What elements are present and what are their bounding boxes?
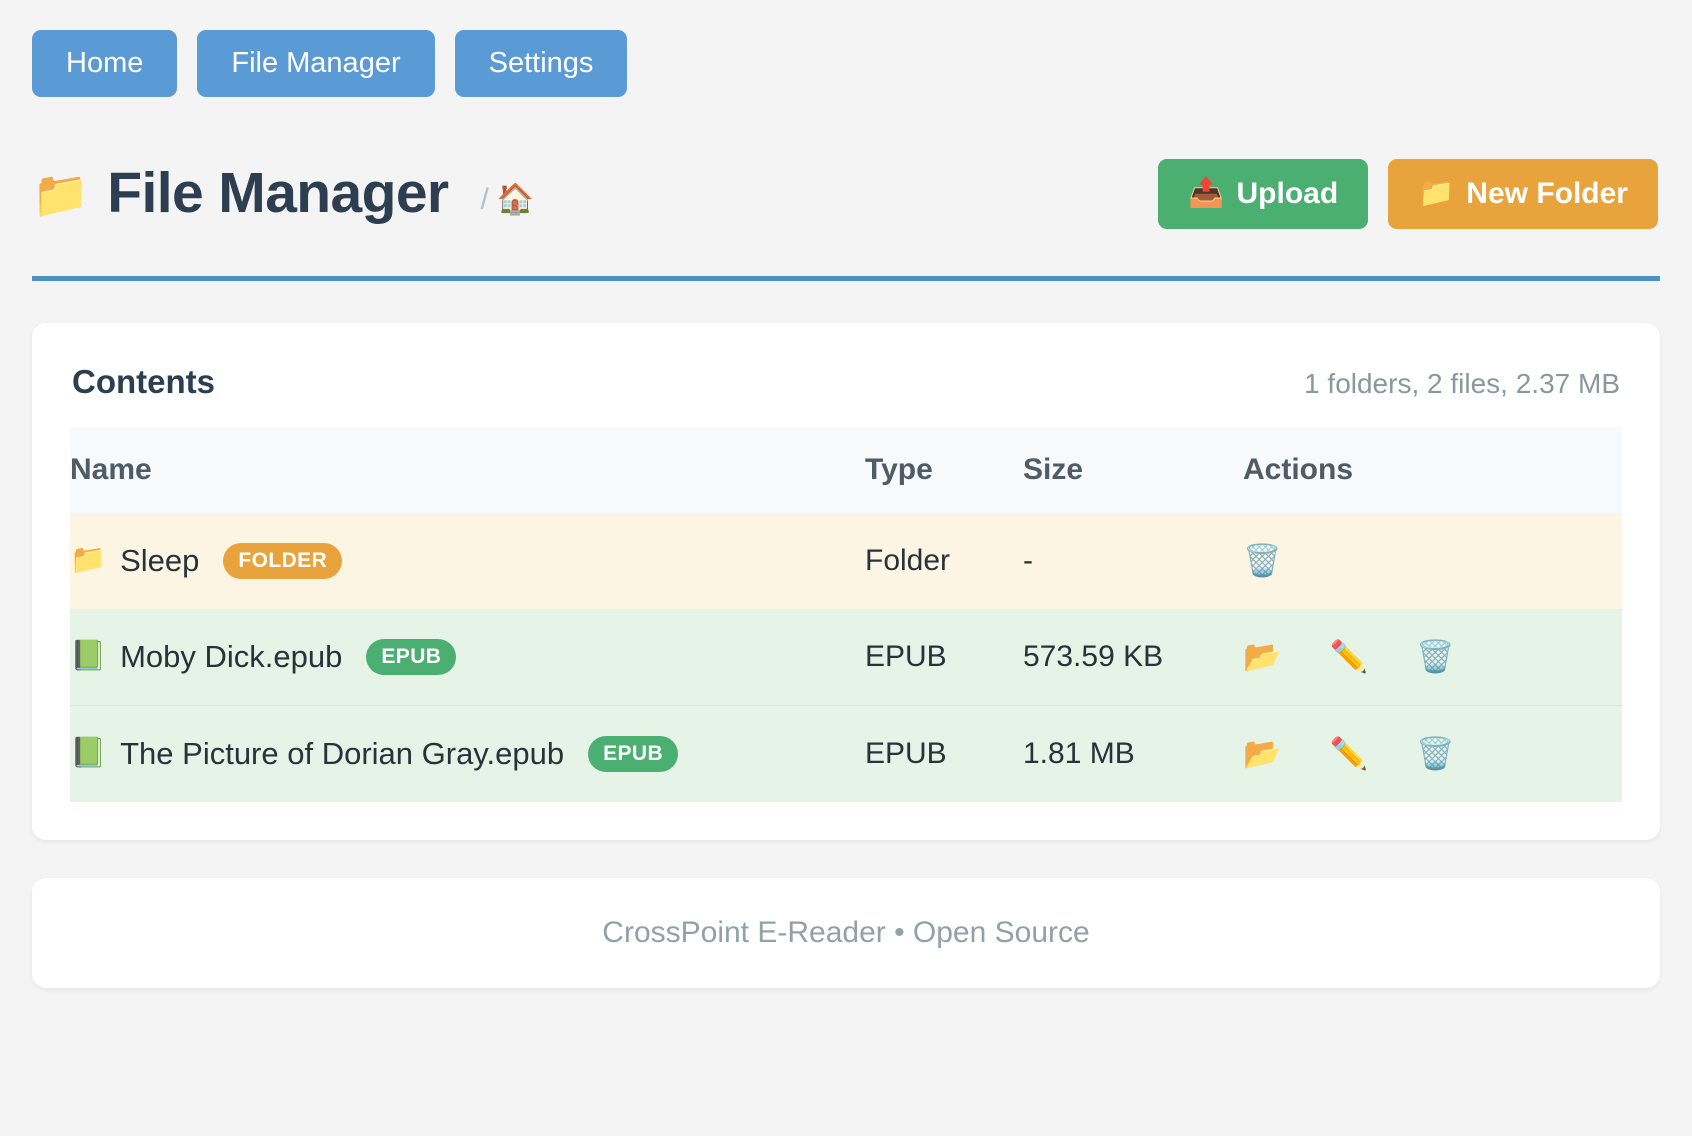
- upload-button[interactable]: 📤 Upload: [1158, 159, 1369, 229]
- header-actions: 📤 Upload 📁 New Folder: [1158, 159, 1658, 229]
- row-size-cell: 573.59 KB: [1023, 639, 1164, 673]
- nav-item-file-manager[interactable]: File Manager: [197, 30, 435, 97]
- home-icon[interactable]: 🏠: [496, 182, 535, 216]
- rename-icon[interactable]: ✏️: [1329, 736, 1369, 771]
- row-size-cell: 1.81 MB: [1023, 704, 1243, 802]
- move-icon[interactable]: 📂: [1243, 736, 1282, 771]
- column-header-type[interactable]: Type: [865, 426, 1023, 513]
- upload-icon: 📤: [1188, 177, 1225, 210]
- book-icon: 📗: [70, 737, 107, 769]
- row-actions-cell: 📂 ✏️ 🗑️: [1243, 609, 1622, 706]
- row-name-cell: 📗 Moby Dick.epub EPUB: [70, 609, 865, 706]
- page-title: File Manager: [107, 161, 449, 226]
- row-actions-cell: 🗑️: [1243, 513, 1622, 609]
- nav-item-settings[interactable]: Settings: [454, 30, 628, 97]
- contents-title: Contents: [72, 362, 215, 400]
- new-folder-button-label: New Folder: [1466, 177, 1628, 210]
- new-folder-button[interactable]: 📁 New Folder: [1388, 159, 1658, 229]
- breadcrumb: / 🏠: [481, 171, 535, 217]
- top-navbar: Home File Manager Settings: [32, 30, 1660, 97]
- column-header-actions: Actions: [1243, 426, 1622, 513]
- contents-stats: 1 folders, 2 files, 2.37 MB: [1304, 367, 1620, 399]
- breadcrumb-separator: /: [480, 182, 489, 216]
- header-divider: [32, 275, 1660, 281]
- contents-card: Contents 1 folders, 2 files, 2.37 MB Nam…: [32, 322, 1660, 840]
- footer: CrossPoint E-Reader • Open Source: [32, 877, 1660, 988]
- upload-button-label: Upload: [1236, 177, 1339, 210]
- contents-card-header: Contents 1 folders, 2 files, 2.37 MB: [70, 355, 1622, 427]
- column-header-size[interactable]: Size: [1023, 426, 1243, 513]
- row-type-cell: EPUB: [865, 704, 1023, 802]
- title-group: 📁 File Manager / 🏠: [32, 165, 534, 222]
- move-icon[interactable]: 📂: [1243, 639, 1282, 674]
- nav-item-home[interactable]: Home: [32, 30, 178, 97]
- file-table: Name Type Size Actions 📁 Sleep FOLDER: [70, 426, 1622, 802]
- delete-icon[interactable]: 🗑️: [1243, 543, 1282, 578]
- status-badge: FOLDER: [223, 542, 343, 579]
- table-row[interactable]: 📗 Moby Dick.epub EPUB EPUB 573.59 KB 📂 ✏…: [70, 608, 1622, 706]
- file-table-head: Name Type Size Actions: [70, 426, 1622, 513]
- table-row[interactable]: 📁 Sleep FOLDER Folder - 🗑️: [70, 512, 1622, 609]
- table-row[interactable]: 📗 The Picture of Dorian Gray.epub EPUB E…: [70, 704, 1622, 802]
- file-table-body: 📁 Sleep FOLDER Folder - 🗑️: [70, 512, 1622, 802]
- rename-icon[interactable]: ✏️: [1329, 639, 1369, 674]
- book-icon: 📗: [70, 640, 107, 672]
- table-header-row: Name Type Size Actions: [70, 426, 1622, 513]
- delete-icon[interactable]: 🗑️: [1416, 736, 1455, 771]
- row-size-cell: -: [1023, 543, 1033, 577]
- status-badge: EPUB: [366, 638, 457, 675]
- row-name-cell: 📁 Sleep FOLDER: [70, 513, 865, 609]
- status-badge: EPUB: [588, 735, 679, 772]
- new-folder-icon: 📁: [1418, 177, 1455, 210]
- page-header: 📁 File Manager / 🏠 📤 Upload 📁 New Folder: [32, 159, 1660, 229]
- row-actions-cell: 📂 ✏️ 🗑️: [1243, 704, 1622, 802]
- delete-icon[interactable]: 🗑️: [1416, 639, 1455, 674]
- folder-icon: 📁: [70, 544, 107, 576]
- row-type-cell: EPUB: [865, 639, 947, 673]
- footer-text: CrossPoint E-Reader • Open Source: [602, 915, 1090, 949]
- file-name-label[interactable]: The Picture of Dorian Gray.epub: [120, 735, 565, 771]
- row-name-cell: 📗 The Picture of Dorian Gray.epub EPUB: [70, 704, 865, 802]
- column-header-name[interactable]: Name: [70, 426, 865, 513]
- row-type-cell: Folder: [865, 543, 951, 577]
- file-name-label[interactable]: Moby Dick.epub: [120, 638, 343, 674]
- file-name-label[interactable]: Sleep: [120, 542, 200, 578]
- folder-icon: 📁: [32, 167, 90, 220]
